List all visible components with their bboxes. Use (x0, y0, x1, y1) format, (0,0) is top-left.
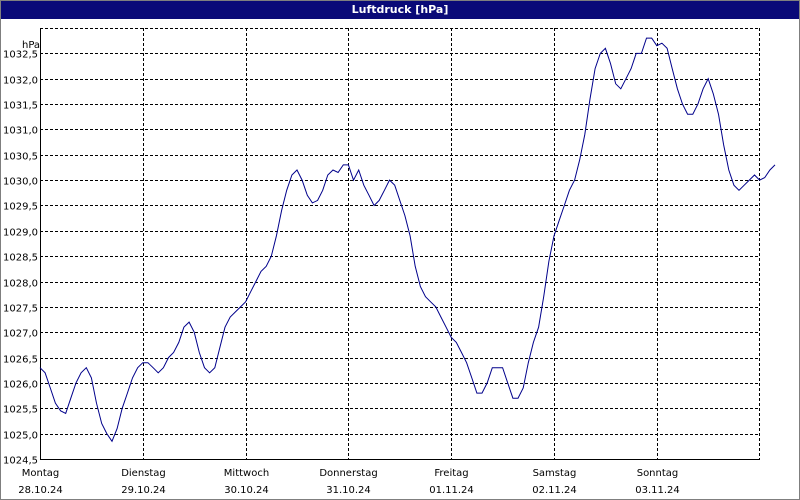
y-axis-unit-label: hPa (22, 40, 40, 51)
y-tick-labels: 1024,5 1025,0 1025,5 1026,0 1026,5 1027,0 1027… (3, 50, 38, 467)
x-tick-labels: Montag 28.10.24 Dienstag 29.10.24 Mittwoch 30… (18, 468, 680, 496)
y-tick-label: 1032,5 (3, 50, 38, 61)
x-tick-day-label: Freitag (434, 468, 468, 479)
y-tick-label: 1028,5 (3, 253, 38, 264)
x-tick-date-label: 01.11.24 (429, 485, 474, 496)
y-tick-label: 1025,0 (3, 431, 38, 442)
x-tick-day-label: Sonntag (637, 468, 679, 479)
y-tick-label: 1027,0 (3, 329, 38, 340)
pressure-series-line (39, 37, 776, 443)
y-tick-label: 1024,5 (3, 456, 38, 467)
x-tick-date-label: 30.10.24 (224, 485, 269, 496)
x-tick-day-label: Dienstag (121, 468, 166, 479)
y-tick-label: 1031,5 (3, 101, 38, 112)
y-tick-label: 1029,5 (3, 202, 38, 213)
y-tick-label: 1028,0 (3, 279, 38, 290)
y-tick-label: 1027,5 (3, 304, 38, 315)
y-tick-label: 1026,0 (3, 380, 38, 391)
y-tick-label: 1031,0 (3, 126, 38, 137)
grid-lines (40, 28, 760, 460)
y-tick-label: 1032,0 (3, 76, 38, 87)
x-tick-day-label: Mittwoch (224, 468, 269, 479)
x-tick-day-label: Samstag (533, 468, 577, 479)
y-tick-label: 1025,5 (3, 405, 38, 416)
y-tick-label: 1030,0 (3, 177, 38, 188)
x-tick-date-label: 29.10.24 (121, 485, 166, 496)
x-tick-day-label: Montag (22, 468, 59, 479)
y-tick-label: 1026,5 (3, 355, 38, 366)
chart-title: Luftdruck [hPa] (351, 3, 449, 16)
x-tick-date-label: 31.10.24 (326, 485, 371, 496)
title-bar: Luftdruck [hPa] (1, 1, 799, 19)
x-tick-date-label: 02.11.24 (532, 485, 577, 496)
y-tick-label: 1030,5 (3, 152, 38, 163)
y-tick-label: 1029,0 (3, 228, 38, 239)
x-tick-day-label: Donnerstag (319, 468, 377, 479)
x-tick-date-label: 28.10.24 (18, 485, 63, 496)
x-tick-date-label: 03.11.24 (635, 485, 680, 496)
